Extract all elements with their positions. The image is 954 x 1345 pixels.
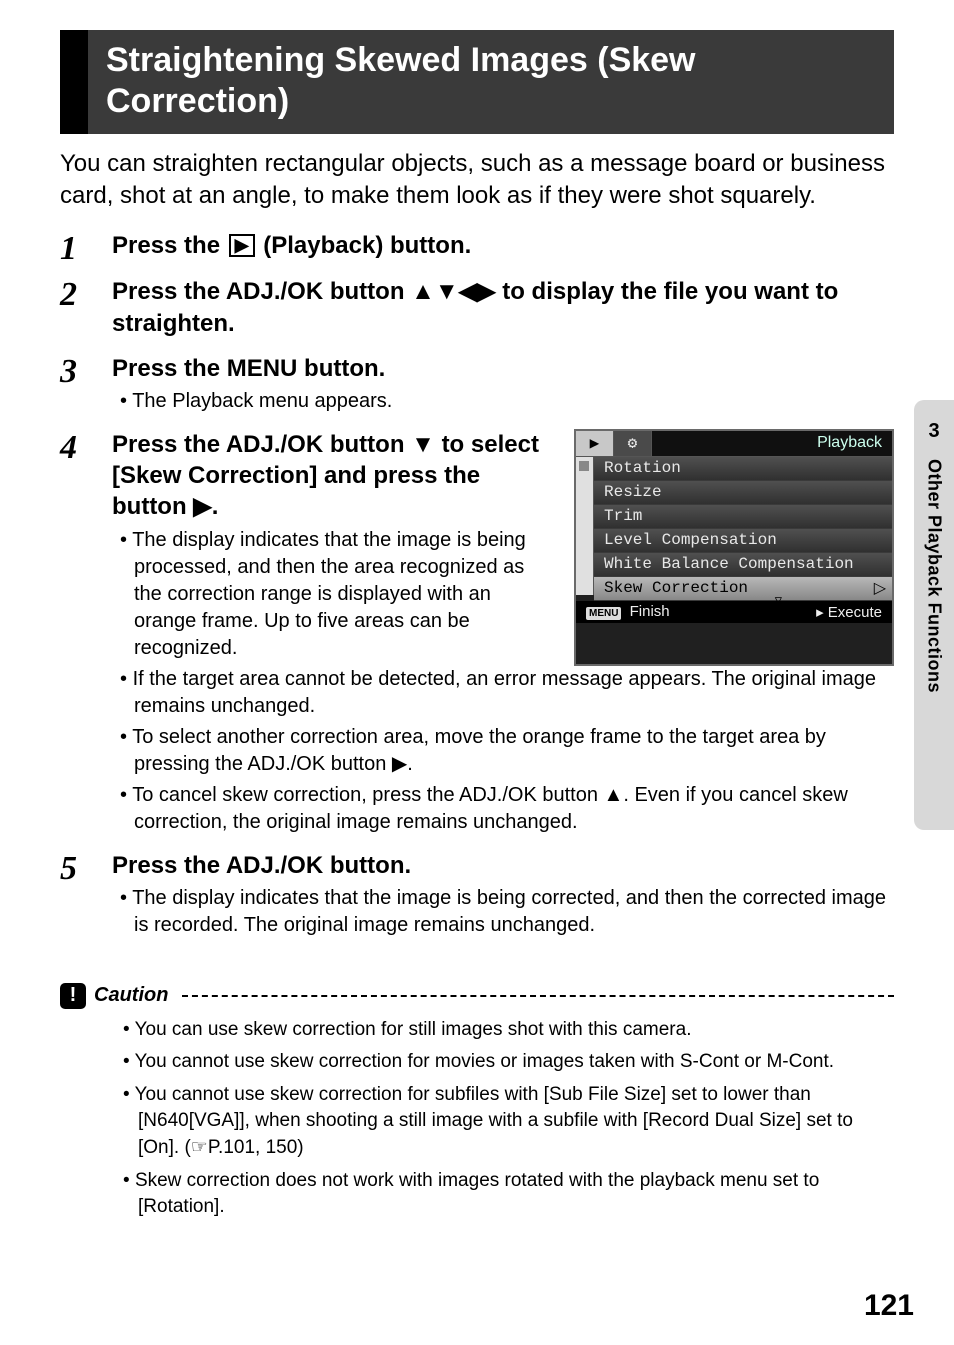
menu-chip: MENU: [586, 607, 621, 620]
playback-menu-item: Resize: [594, 481, 892, 505]
playback-menu-item: Trim: [594, 505, 892, 529]
title-accent: [60, 30, 88, 134]
caution-item: You cannot use skew correction for subfi…: [138, 1082, 894, 1162]
playback-menu-item: Rotation: [594, 457, 892, 481]
playback-menu-item: Level Compensation: [594, 529, 892, 553]
step-4-sub-4: To cancel skew correction, press the ADJ…: [134, 782, 894, 836]
step-2-title: Press the ADJ./OK button ▲▼◀▶ to display…: [112, 276, 894, 338]
playback-menu-header-label: Playback: [652, 434, 892, 452]
step-3-title: Press the MENU button.: [112, 353, 894, 384]
step-5-sub-1: The display indicates that the image is …: [134, 885, 894, 939]
chapter-number: 3: [928, 420, 939, 443]
section-title-bar: Straightening Skewed Images (Skew Correc…: [60, 30, 894, 134]
step-5-title: Press the ADJ./OK button.: [112, 850, 894, 881]
step-3-sub-1: The Playback menu appears.: [134, 388, 894, 415]
caution-block: ! Caution You can use skew correction fo…: [60, 983, 894, 1221]
playback-tab-icon: ▶: [576, 431, 614, 456]
step-4-sub-2: If the target area cannot be detected, a…: [134, 666, 894, 720]
caution-heading: ! Caution: [60, 983, 894, 1009]
playback-menu-execute: Execute: [816, 603, 882, 621]
step-1-title-post: (Playback) button.: [263, 232, 471, 259]
step-1-number: 1: [60, 230, 112, 266]
step-4-number: 4: [60, 429, 112, 465]
playback-menu-item-selected: Skew Correction ▽ ▷: [594, 577, 892, 601]
caution-icon: !: [60, 983, 86, 1009]
scroll-down-icon: ▽: [775, 593, 782, 601]
step-2: 2 Press the ADJ./OK button ▲▼◀▶ to displ…: [60, 276, 894, 342]
caution-dash-line: [182, 995, 894, 997]
playback-menu-screenshot: ▶ ⚙ Playback Rotation Resize Trim Level …: [574, 429, 894, 666]
playback-menu-item: White Balance Compensation: [594, 553, 892, 577]
caution-list: You can use skew correction for still im…: [60, 1017, 894, 1221]
step-1-title-pre: Press the: [112, 232, 227, 259]
playback-menu-finish-label: Finish: [630, 603, 670, 620]
settings-tab-icon: ⚙: [614, 431, 652, 456]
page-number: 121: [864, 1289, 914, 1323]
step-1: 1 Press the ▶ (Playback) button.: [60, 230, 894, 266]
caution-item: You can use skew correction for still im…: [138, 1017, 894, 1044]
step-4-sub-3: To select another correction area, move …: [134, 724, 894, 778]
step-5-number: 5: [60, 850, 112, 886]
intro-paragraph: You can straighten rectangular objects, …: [60, 148, 894, 213]
step-1-title: Press the ▶ (Playback) button.: [112, 230, 894, 261]
chapter-label: Other Playback Functions: [924, 459, 945, 693]
playback-menu-finish: MENU Finish: [586, 603, 670, 621]
step-2-number: 2: [60, 276, 112, 312]
step-5: 5 Press the ADJ./OK button. The display …: [60, 850, 894, 943]
caution-label: Caution: [94, 984, 168, 1007]
step-4: 4 Press the ADJ./OK button ▼ to select […: [60, 429, 894, 840]
step-3: 3 Press the MENU button. The Playback me…: [60, 353, 894, 419]
section-title: Straightening Skewed Images (Skew Correc…: [88, 30, 894, 134]
step-4-sub-1: The display indicates that the image is …: [134, 527, 556, 662]
caution-item: You cannot use skew correction for movie…: [138, 1049, 894, 1076]
playback-button-icon: ▶: [229, 234, 255, 257]
enter-arrow-icon: ▷: [874, 578, 886, 598]
playback-menu-list: Rotation Resize Trim Level Compensation …: [594, 457, 892, 601]
step-3-number: 3: [60, 353, 112, 389]
chapter-side-tab: 3 Other Playback Functions: [914, 400, 954, 830]
step-4-title: Press the ADJ./OK button ▼ to select [Sk…: [112, 429, 556, 523]
playback-menu-header: ▶ ⚙ Playback: [576, 431, 892, 457]
playback-menu-sidebar: [576, 457, 594, 595]
caution-item: Skew correction does not work with image…: [138, 1168, 894, 1221]
playback-menu-item-label: Skew Correction: [604, 579, 748, 597]
playback-menu-footer: MENU Finish Execute: [576, 601, 892, 623]
